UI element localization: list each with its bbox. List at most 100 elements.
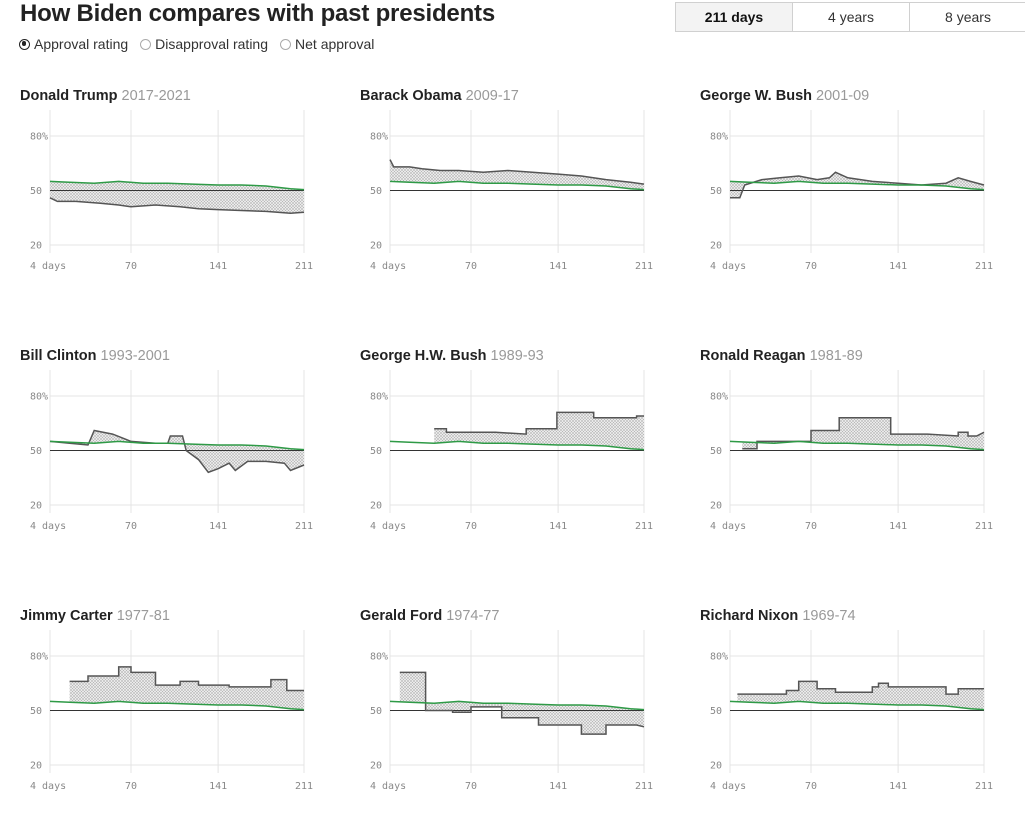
radio-net-approval-indicator[interactable] bbox=[280, 38, 292, 50]
chart-panel-barack-obama: Barack Obama 2009-17 80% 50 20 4 days 70 141 21… bbox=[360, 88, 690, 288]
radio-disapproval[interactable]: Disapproval rating bbox=[140, 36, 268, 52]
x-tick-label: 211 bbox=[635, 781, 653, 792]
president-years: 1989-93 bbox=[486, 348, 544, 364]
y-tick-label: 20 bbox=[30, 761, 42, 772]
chart-title: Gerald Ford 1974-77 bbox=[360, 608, 499, 624]
y-tick-label: 50 bbox=[710, 706, 722, 717]
series-line-richard-nixon bbox=[737, 680, 984, 695]
approval-chart: 80% 50 20 4 days 70 141 211 bbox=[30, 110, 313, 272]
president-years: 2001-09 bbox=[812, 88, 870, 104]
x-tick-label: 141 bbox=[209, 781, 227, 792]
x-tick-label: 4 days bbox=[710, 521, 746, 532]
y-tick-label: 50 bbox=[370, 186, 382, 197]
chart-title: Jimmy Carter 1977-81 bbox=[20, 608, 170, 624]
approval-chart: 80% 50 20 4 days 70 141 211 bbox=[370, 110, 653, 272]
president-years: 1993-2001 bbox=[96, 348, 170, 364]
y-tick-label: 20 bbox=[710, 241, 722, 252]
chart-panel-ronald-reagan: Ronald Reagan 1981-89 80% 50 20 4 days 70 141 2… bbox=[700, 348, 1025, 548]
y-tick-label: 80% bbox=[30, 652, 48, 663]
y-tick-label: 50 bbox=[370, 706, 382, 717]
x-tick-label: 4 days bbox=[370, 261, 406, 272]
series-line-biden bbox=[729, 440, 985, 451]
tab-4-years[interactable]: 4 years bbox=[792, 3, 909, 31]
gap-area bbox=[434, 412, 644, 450]
x-tick-label: 211 bbox=[295, 781, 313, 792]
series-line-jimmy-carter bbox=[69, 666, 304, 692]
chart-title: George W. Bush 2001-09 bbox=[700, 88, 869, 104]
radio-approval-indicator[interactable] bbox=[19, 38, 30, 50]
x-tick-label: 211 bbox=[975, 781, 993, 792]
approval-chart: 80% 50 20 4 days 70 141 211 bbox=[710, 370, 993, 532]
chart-panel-richard-nixon: Richard Nixon 1969-74 80% 50 20 4 days 70 141 2… bbox=[700, 608, 1025, 808]
page-title: How Biden compares with past presidents bbox=[20, 0, 495, 27]
president-name: Bill Clinton bbox=[20, 348, 97, 364]
series-line-donald-trump bbox=[49, 197, 305, 214]
radio-approval[interactable]: Approval rating bbox=[19, 36, 128, 52]
x-tick-label: 70 bbox=[805, 261, 817, 272]
gap-area bbox=[50, 181, 304, 214]
metric-selector: Approval rating Disapproval rating Net a… bbox=[19, 36, 386, 52]
y-tick-label: 80% bbox=[30, 132, 48, 143]
y-tick-label: 50 bbox=[30, 186, 42, 197]
tab-8-years[interactable]: 8 years bbox=[909, 3, 1025, 31]
x-tick-label: 211 bbox=[635, 521, 653, 532]
series-line-biden bbox=[49, 700, 305, 711]
gap-area bbox=[390, 159, 644, 190]
gap-area bbox=[69, 666, 304, 710]
y-tick-label: 80% bbox=[370, 392, 388, 403]
radio-net-approval[interactable]: Net approval bbox=[280, 36, 374, 52]
approval-chart: 80% 50 20 4 days 70 141 211 bbox=[370, 370, 653, 532]
series-line-biden bbox=[389, 440, 645, 451]
y-tick-label: 20 bbox=[370, 241, 382, 252]
chart-panel-donald-trump: Donald Trump 2017-2021 80% 50 20 4 days 70 141… bbox=[20, 88, 350, 288]
x-tick-label: 211 bbox=[975, 261, 993, 272]
y-tick-label: 20 bbox=[370, 501, 382, 512]
x-tick-label: 4 days bbox=[30, 781, 66, 792]
y-tick-label: 20 bbox=[710, 501, 722, 512]
x-tick-label: 141 bbox=[889, 261, 907, 272]
chart-panel-jimmy-carter: Jimmy Carter 1977-81 80% 50 20 4 days 70 141 21… bbox=[20, 608, 350, 808]
x-tick-label: 70 bbox=[465, 261, 477, 272]
gap-area bbox=[730, 172, 984, 198]
president-name: George W. Bush bbox=[700, 88, 812, 104]
x-tick-label: 70 bbox=[125, 261, 137, 272]
president-name: George H.W. Bush bbox=[360, 348, 487, 364]
x-tick-label: 141 bbox=[549, 781, 567, 792]
approval-chart: 80% 50 20 4 days 70 141 211 bbox=[710, 110, 993, 272]
president-name: Richard Nixon bbox=[700, 608, 799, 624]
approval-chart: 80% 50 20 4 days 70 141 211 bbox=[370, 630, 653, 792]
gap-area bbox=[742, 417, 984, 450]
president-name: Donald Trump bbox=[20, 88, 118, 104]
y-tick-label: 20 bbox=[30, 241, 42, 252]
chart-title: Richard Nixon 1969-74 bbox=[700, 608, 856, 624]
y-tick-label: 50 bbox=[710, 446, 722, 457]
x-tick-label: 4 days bbox=[30, 521, 66, 532]
y-tick-label: 20 bbox=[710, 761, 722, 772]
x-tick-label: 70 bbox=[465, 521, 477, 532]
range-tabs: 211 days 4 years 8 years bbox=[675, 2, 1025, 32]
y-tick-label: 50 bbox=[370, 446, 382, 457]
president-name: Jimmy Carter bbox=[20, 608, 113, 624]
radio-disapproval-indicator[interactable] bbox=[140, 38, 152, 50]
chart-panel-bill-clinton: Bill Clinton 1993-2001 80% 50 20 4 days 70 141… bbox=[20, 348, 350, 548]
x-tick-label: 70 bbox=[125, 521, 137, 532]
president-name: Barack Obama bbox=[360, 88, 462, 104]
president-years: 1969-74 bbox=[798, 608, 856, 624]
x-tick-label: 70 bbox=[805, 781, 817, 792]
series-line-biden bbox=[389, 700, 645, 711]
x-tick-label: 4 days bbox=[710, 781, 746, 792]
approval-chart: 80% 50 20 4 days 70 141 211 bbox=[30, 630, 313, 792]
x-tick-label: 141 bbox=[889, 521, 907, 532]
president-years: 1974-77 bbox=[442, 608, 500, 624]
tab-211-days[interactable]: 211 days bbox=[676, 3, 792, 31]
x-tick-label: 4 days bbox=[710, 261, 746, 272]
chart-panel-george-h-w-bush: George H.W. Bush 1989-93 80% 50 20 4 days 70 1… bbox=[360, 348, 690, 548]
x-tick-label: 211 bbox=[295, 521, 313, 532]
x-tick-label: 4 days bbox=[30, 261, 66, 272]
y-tick-label: 80% bbox=[30, 392, 48, 403]
x-tick-label: 211 bbox=[295, 261, 313, 272]
y-tick-label: 80% bbox=[710, 392, 728, 403]
approval-chart: 80% 50 20 4 days 70 141 211 bbox=[30, 370, 313, 532]
president-years: 1977-81 bbox=[112, 608, 170, 624]
chart-title: Bill Clinton 1993-2001 bbox=[20, 348, 170, 364]
